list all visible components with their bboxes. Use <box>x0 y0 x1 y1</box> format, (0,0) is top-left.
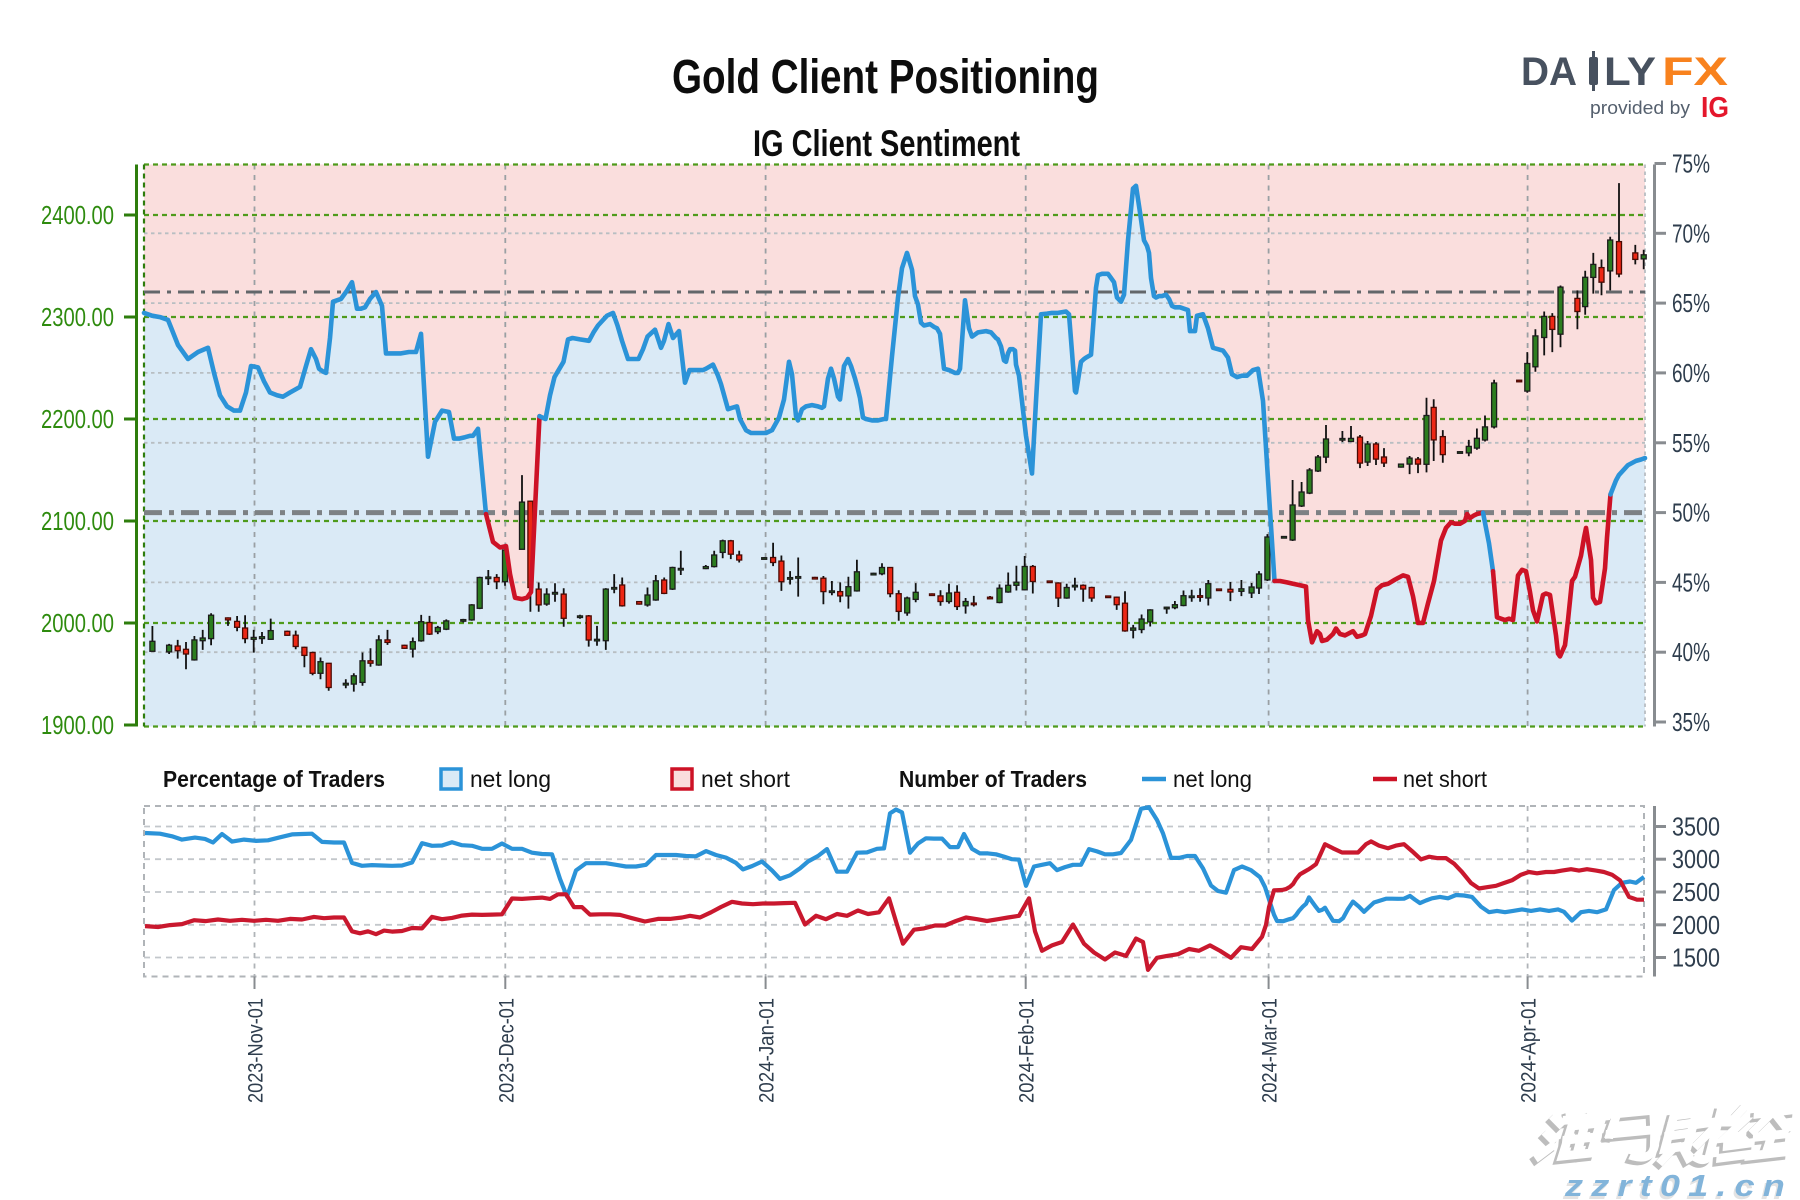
svg-text:2024-Mar-01: 2024-Mar-01 <box>1259 998 1282 1103</box>
svg-text:2024-Feb-01: 2024-Feb-01 <box>1016 998 1039 1103</box>
svg-text:60%: 60% <box>1672 358 1710 388</box>
svg-text:50%: 50% <box>1672 498 1710 528</box>
svg-text:55%: 55% <box>1672 428 1710 458</box>
svg-text:LY: LY <box>1604 50 1656 94</box>
svg-text:75%: 75% <box>1672 149 1710 179</box>
svg-text:net short: net short <box>701 766 791 792</box>
svg-text:2500: 2500 <box>1672 877 1720 907</box>
svg-text:3000: 3000 <box>1672 844 1720 874</box>
svg-text:Gold Client Positioning: Gold Client Positioning <box>672 51 1099 104</box>
svg-text:1900.00: 1900.00 <box>41 710 114 740</box>
svg-text:FX: FX <box>1662 50 1728 94</box>
svg-text:45%: 45% <box>1672 567 1710 597</box>
svg-text:2024-Jan-01: 2024-Jan-01 <box>756 998 779 1103</box>
svg-text:70%: 70% <box>1672 218 1710 248</box>
svg-text:net short: net short <box>1403 766 1488 792</box>
svg-text:2400.00: 2400.00 <box>41 200 114 230</box>
svg-text:DA: DA <box>1521 50 1577 94</box>
svg-text:2000: 2000 <box>1672 910 1720 940</box>
svg-text:2023-Nov-01: 2023-Nov-01 <box>245 998 268 1103</box>
svg-text:2100.00: 2100.00 <box>41 506 114 536</box>
svg-text:2023-Dec-01: 2023-Dec-01 <box>495 998 518 1103</box>
svg-text:2200.00: 2200.00 <box>41 404 114 434</box>
svg-text:IG: IG <box>1701 92 1729 124</box>
svg-text:2000.00: 2000.00 <box>41 608 114 638</box>
svg-text:net long: net long <box>1173 766 1252 792</box>
svg-text:IG Client Sentiment: IG Client Sentiment <box>753 123 1020 164</box>
svg-text:provided by: provided by <box>1590 98 1690 118</box>
svg-text:1500: 1500 <box>1672 943 1720 973</box>
svg-text:zzrt01.cn: zzrt01.cn <box>1562 1171 1791 1200</box>
svg-text:35%: 35% <box>1672 707 1710 737</box>
svg-text:net long: net long <box>470 766 551 792</box>
svg-text:2300.00: 2300.00 <box>41 302 114 332</box>
svg-text:65%: 65% <box>1672 288 1710 318</box>
svg-text:40%: 40% <box>1672 637 1710 667</box>
svg-text:Percentage of Traders: Percentage of Traders <box>163 766 385 792</box>
svg-text:zzrt01.cn: zzrt01.cn <box>1564 1168 1793 1200</box>
svg-text:2024-Apr-01: 2024-Apr-01 <box>1518 998 1541 1103</box>
svg-text:3500: 3500 <box>1672 812 1720 842</box>
svg-text:Number of Traders: Number of Traders <box>899 766 1087 792</box>
